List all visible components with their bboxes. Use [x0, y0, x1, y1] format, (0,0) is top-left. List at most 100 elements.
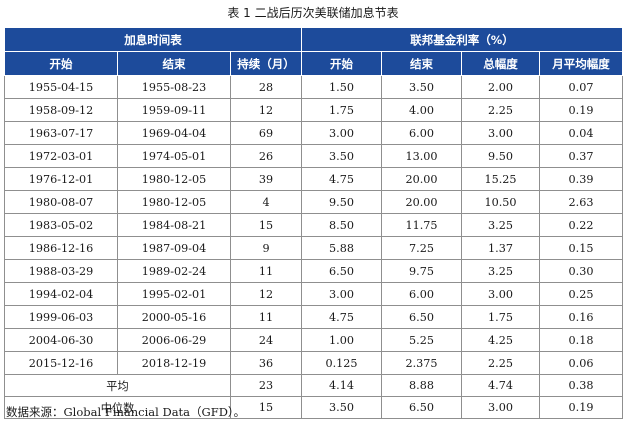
- table-cell: 1980-12-05: [117, 167, 231, 191]
- table-cell: 3.00: [301, 282, 382, 306]
- table-cell: 2000-05-16: [117, 305, 231, 329]
- table-cell: 1.75: [461, 305, 540, 329]
- table-cell: 3.50: [381, 75, 462, 99]
- column-header-start-date: 开始: [4, 51, 118, 76]
- table-cell: 4.25: [461, 328, 540, 352]
- table-cell: 7.25: [381, 236, 462, 260]
- table-cell: 4.75: [301, 305, 382, 329]
- table-cell: 1963-07-17: [4, 121, 118, 145]
- table-cell: 1955-08-23: [117, 75, 231, 99]
- table-cell: 0.16: [538, 305, 624, 329]
- table-cell: 9.75: [381, 259, 462, 283]
- table-cell: 1959-09-11: [117, 98, 231, 122]
- table-cell: 3.25: [461, 259, 540, 283]
- table-cell: 1972-03-01: [4, 144, 118, 168]
- data-source-note: 数据来源：Global Financial Data（GFD）。: [6, 403, 245, 421]
- table-cell: 3.25: [461, 213, 540, 237]
- table-cell: 12: [230, 282, 302, 306]
- table-cell: 6.50: [301, 259, 382, 283]
- table-cell: 2018-12-19: [117, 351, 231, 375]
- table-cell: 23: [230, 374, 302, 397]
- table-cell: 9.50: [461, 144, 540, 168]
- table-cell: 1980-12-05: [117, 190, 231, 214]
- group-header-fed-funds-rate: 联邦基金利率（%）: [300, 27, 624, 52]
- table-cell: 8.50: [301, 213, 382, 237]
- table-cell: 11: [230, 259, 302, 283]
- table-row: 1972-03-01 1974-05-01 26 3.50 13.00 9.50 0.37: [4, 144, 624, 168]
- table-cell: 1969-04-04: [117, 121, 231, 145]
- table-cell: 9.50: [301, 190, 382, 214]
- table-cell: 4.75: [301, 167, 382, 191]
- table-cell: 1980-08-07: [4, 190, 118, 214]
- table-cell: 6.50: [381, 305, 462, 329]
- table-cell: 6.00: [381, 282, 462, 306]
- table-cell: 5.25: [381, 328, 462, 352]
- table-body: 1955-04-15 1955-08-23 28 1.50 3.50 2.00 0.07 1…: [4, 75, 624, 419]
- table-caption: 表 1 二战后历次美联储加息节表: [227, 6, 399, 20]
- table-row: 1994-02-04 1995-02-01 12 3.00 6.00 3.00 0.25: [4, 282, 624, 306]
- table-cell: 3.00: [301, 121, 382, 145]
- summary-row-median: 中位数 15 3.50 6.50 3.00 0.19: [4, 396, 624, 419]
- summary-label: 中位数: [4, 396, 231, 419]
- table-cell: 0.18: [538, 328, 624, 352]
- table-cell: 1986-12-16: [4, 236, 118, 260]
- column-header-end-date: 结束: [117, 51, 231, 76]
- table-cell: 24: [230, 328, 302, 352]
- table-cell: 1999-06-03: [4, 305, 118, 329]
- table-cell: 0.15: [538, 236, 624, 260]
- table-cell: 3.50: [301, 396, 382, 419]
- table-cell: 15: [230, 213, 302, 237]
- column-header-start-rate: 开始: [301, 51, 382, 76]
- table-cell: 26: [230, 144, 302, 168]
- table-cell: 0.04: [538, 121, 624, 145]
- table-cell: 1989-02-24: [117, 259, 231, 283]
- table-cell: 3.50: [301, 144, 382, 168]
- table-cell: 1987-09-04: [117, 236, 231, 260]
- table-cell: 6.50: [381, 396, 462, 419]
- table-cell: 0.19: [538, 98, 624, 122]
- table-cell: 3.00: [461, 396, 540, 419]
- rate-hike-table: 加息时间表 联邦基金利率（%） 开始 结束 持续（月） 开始 结束 总幅度 月平…: [4, 27, 624, 419]
- table-cell: 39: [230, 167, 302, 191]
- table-cell: 13.00: [381, 144, 462, 168]
- column-header-end-rate: 结束: [381, 51, 462, 76]
- table-cell: 1976-12-01: [4, 167, 118, 191]
- table-row: 1986-12-16 1987-09-04 9 5.88 7.25 1.37 0.15: [4, 236, 624, 260]
- table-cell: 0.37: [538, 144, 624, 168]
- table-cell: 20.00: [381, 167, 462, 191]
- table-cell: 1994-02-04: [4, 282, 118, 306]
- table-cell: 1.75: [301, 98, 382, 122]
- table-cell: 4.00: [381, 98, 462, 122]
- table-row: 1958-09-12 1959-09-11 12 1.75 4.00 2.25 0.19: [4, 98, 624, 122]
- table-cell: 69: [230, 121, 302, 145]
- table-cell: 2.00: [461, 75, 540, 99]
- table-cell: 1974-05-01: [117, 144, 231, 168]
- table-cell: 0.30: [538, 259, 624, 283]
- table-cell: 0.07: [538, 75, 624, 99]
- table-row: 1976-12-01 1980-12-05 39 4.75 20.00 15.25 0.39: [4, 167, 624, 191]
- table-cell: 2.63: [538, 190, 624, 214]
- column-header-total-change: 总幅度: [461, 51, 540, 76]
- table-cell: 5.88: [301, 236, 382, 260]
- table-row: 2004-06-30 2006-06-29 24 1.00 5.25 4.25 0.18: [4, 328, 624, 352]
- table-cell: 9: [230, 236, 302, 260]
- table-cell: 0.39: [538, 167, 624, 191]
- table-cell: 0.38: [538, 374, 624, 397]
- table-cell: 2006-06-29: [117, 328, 231, 352]
- table-row: 1988-03-29 1989-02-24 11 6.50 9.75 3.25 0.30: [4, 259, 624, 283]
- table-row: 1983-05-02 1984-08-21 15 8.50 11.75 3.25 0.22: [4, 213, 624, 237]
- column-header-monthly-avg: 月平均幅度: [538, 51, 624, 76]
- table-cell: 4.74: [461, 374, 540, 397]
- source-text: Global Financial Data（GFD）。: [63, 405, 246, 419]
- table-cell: 36: [230, 351, 302, 375]
- table-cell: 1984-08-21: [117, 213, 231, 237]
- table-cell: 2.375: [381, 351, 462, 375]
- table-row: 1963-07-17 1969-04-04 69 3.00 6.00 3.00 0.04: [4, 121, 624, 145]
- table-cell: 4: [230, 190, 302, 214]
- source-prefix: 数据来源：: [6, 405, 64, 419]
- table-row: 1999-06-03 2000-05-16 11 4.75 6.50 1.75 0.16: [4, 305, 624, 329]
- table-cell: 0.19: [538, 396, 624, 419]
- table-cell: 3.00: [461, 282, 540, 306]
- table-cell: 1983-05-02: [4, 213, 118, 237]
- table-cell: 1995-02-01: [117, 282, 231, 306]
